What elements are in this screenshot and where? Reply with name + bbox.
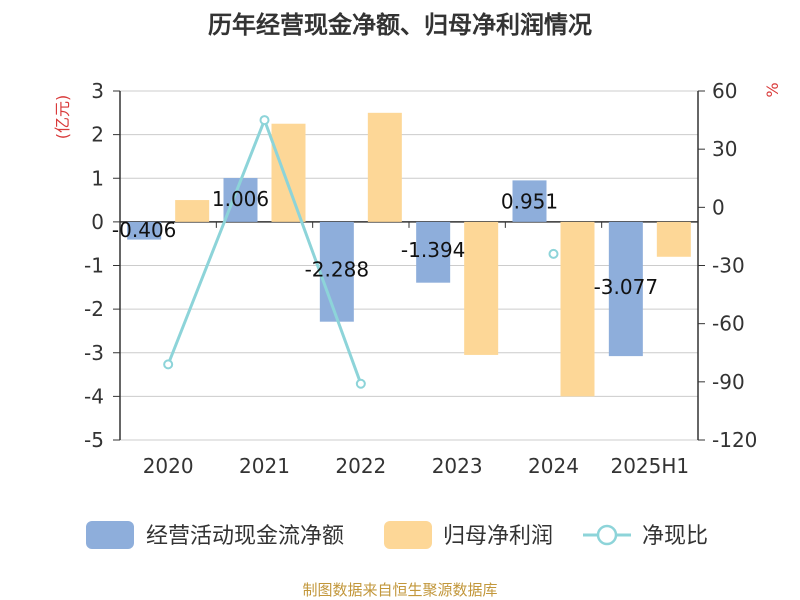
bar-net-profit [367,112,402,222]
ratio-line [163,115,559,389]
ratio-point [548,248,559,259]
chart-title: 历年经营现金净额、归母净利润情况 [208,11,592,39]
right-tick-label: -90 [712,370,745,394]
left-tick-label: -1 [84,254,104,278]
bar-cashflow [223,177,258,222]
bar-net-profit [271,123,306,222]
left-tick-label: 0 [91,210,104,234]
left-tick-label: 3 [91,79,104,103]
data-label-cashflow: -1.394 [401,238,465,262]
x-tick-label: 2025H1 [610,454,689,478]
axes: 3 2 1 0 -1 -2 -3 -4 -5 60 30 0 -30 -60 -90 -120 2020 2021… [84,79,757,478]
data-label-cashflow: -0.406 [112,218,176,242]
data-label-cashflow: 0.951 [501,189,558,213]
x-tick-label: 2021 [239,454,290,478]
legend: 经营活动现金流净额 归母净利润 净现比 [86,521,708,549]
bar-net-profit [175,200,210,222]
left-tick-label: -2 [84,297,104,321]
left-tick-label: -4 [84,384,104,408]
bar-cashflow [319,221,354,322]
bar-cashflow [416,221,451,283]
x-tick-label: 2022 [335,454,386,478]
bar-net-profit [464,221,499,355]
legend-label-cashflow: 经营活动现金流净额 [146,524,344,549]
right-tick-label: -120 [712,428,757,452]
left-tick-label: -3 [84,341,104,365]
data-label-cashflow: -3.077 [594,275,658,299]
left-tick-label: 1 [91,166,104,190]
legend-marker-ratio [596,524,618,546]
bar-cashflow [608,221,643,357]
ratio-point [163,359,174,370]
x-tick-label: 2020 [143,454,194,478]
data-label-cashflow: -2.288 [305,258,369,282]
left-axis-unit: (亿元) [53,95,72,140]
bar-cashflow [512,180,547,222]
legend-label-ratio: 净现比 [642,524,708,549]
bar-net-profit [656,221,691,257]
right-tick-label: -30 [712,254,745,278]
legend-swatch-net-profit [384,521,432,549]
data-labels: -0.406 1.006 -2.288 -1.394 0.951 -3.077 [112,187,658,299]
right-tick-label: -60 [712,312,745,336]
ratio-point [355,378,366,389]
bar-net-profit [560,221,595,397]
source-note: 制图数据来自恒生聚源数据库 [302,581,497,599]
right-axis-unit: % [763,82,782,97]
right-tick-label: 0 [712,195,725,219]
data-label-cashflow: 1.006 [212,187,269,211]
bar-cashflow [127,221,162,240]
bars [127,112,691,397]
right-tick-label: 60 [712,79,737,103]
left-tick-label: -5 [84,428,104,452]
right-tick-label: 30 [712,137,737,161]
legend-swatch-cashflow [86,521,134,549]
legend-label-net-profit: 归母净利润 [443,524,553,549]
left-tick-label: 2 [91,123,104,147]
ratio-point [259,115,270,126]
x-tick-label: 2024 [528,454,579,478]
x-tick-label: 2023 [432,454,483,478]
